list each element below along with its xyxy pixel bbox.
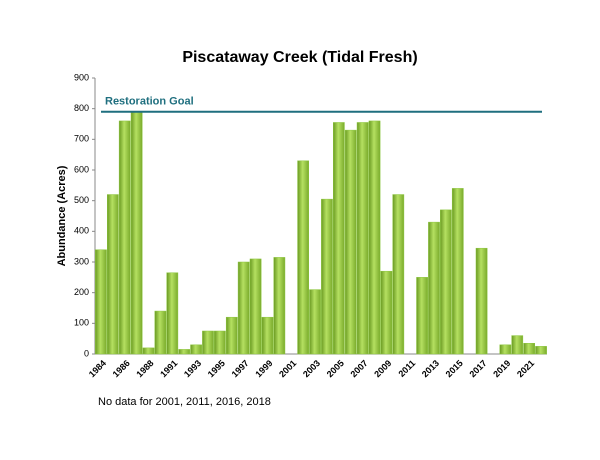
y-tick-label: 200 <box>74 287 89 297</box>
bar <box>225 316 238 355</box>
bar <box>249 258 262 355</box>
x-tick-label: 1999 <box>253 358 274 379</box>
bar <box>273 257 286 355</box>
bar <box>190 344 202 355</box>
x-tick-label: 2003 <box>301 358 322 379</box>
x-tick-label: 2005 <box>325 358 346 379</box>
x-tick-label: 2009 <box>372 358 393 379</box>
x-tick-label: 1988 <box>134 358 155 379</box>
x-tick-label: 2017 <box>467 358 488 379</box>
bar <box>237 261 250 355</box>
bar <box>118 120 131 355</box>
bar <box>535 346 547 355</box>
x-tick-label: 1997 <box>230 358 251 379</box>
footnote: No data for 2001, 2011, 2016, 2018 <box>98 396 271 408</box>
x-tick-label: 2011 <box>396 358 417 379</box>
y-tick-label: 300 <box>74 256 89 266</box>
bar <box>475 247 488 355</box>
bar <box>297 160 309 355</box>
y-tick-label: 100 <box>74 318 89 328</box>
bar <box>166 272 179 355</box>
bar <box>440 209 452 355</box>
bar <box>356 122 369 355</box>
y-tick-label: 600 <box>74 164 89 174</box>
bar <box>321 198 333 355</box>
bar <box>380 270 393 355</box>
x-tick-label: 1993 <box>182 358 203 379</box>
bar <box>451 188 464 355</box>
y-tick-label: 800 <box>74 103 89 113</box>
bar <box>178 349 191 355</box>
y-tick-label: 400 <box>74 226 89 236</box>
x-tick-label: 1995 <box>206 358 227 379</box>
bar <box>154 310 167 355</box>
y-axis-label: Abundance (Acres) <box>56 165 68 266</box>
bar <box>499 344 512 355</box>
bar <box>344 129 357 355</box>
bar <box>416 277 428 355</box>
bar <box>392 194 405 355</box>
bar <box>368 120 381 355</box>
x-tick-label: 1986 <box>111 358 132 379</box>
bar <box>130 111 143 355</box>
bar <box>428 221 440 355</box>
chart-title: Piscataway Creek (Tidal Fresh) <box>182 49 417 66</box>
x-tick-label: 2013 <box>420 358 441 379</box>
bar <box>333 122 345 355</box>
bar <box>261 316 274 355</box>
x-tick-label: 2019 <box>491 358 512 379</box>
x-tick-label: 1984 <box>87 358 108 379</box>
bar <box>309 289 321 355</box>
x-tick-label: 1991 <box>158 358 179 379</box>
goal-label: Restoration Goal <box>105 96 194 108</box>
bar <box>95 249 107 355</box>
x-tick-label: 2007 <box>348 358 369 379</box>
bar <box>214 330 226 355</box>
x-tick-label: 2001 <box>277 358 298 379</box>
y-tick-label: 900 <box>74 72 89 82</box>
bar <box>511 335 524 355</box>
y-tick-label: 500 <box>74 195 89 205</box>
x-tick-label: 2015 <box>444 358 465 379</box>
bar <box>523 343 535 355</box>
y-tick-label: 700 <box>74 134 89 144</box>
bar <box>107 194 119 355</box>
x-tick-label: 2021 <box>515 358 536 379</box>
bar <box>202 330 214 355</box>
bar <box>142 347 155 355</box>
y-tick-label: 0 <box>84 348 89 358</box>
